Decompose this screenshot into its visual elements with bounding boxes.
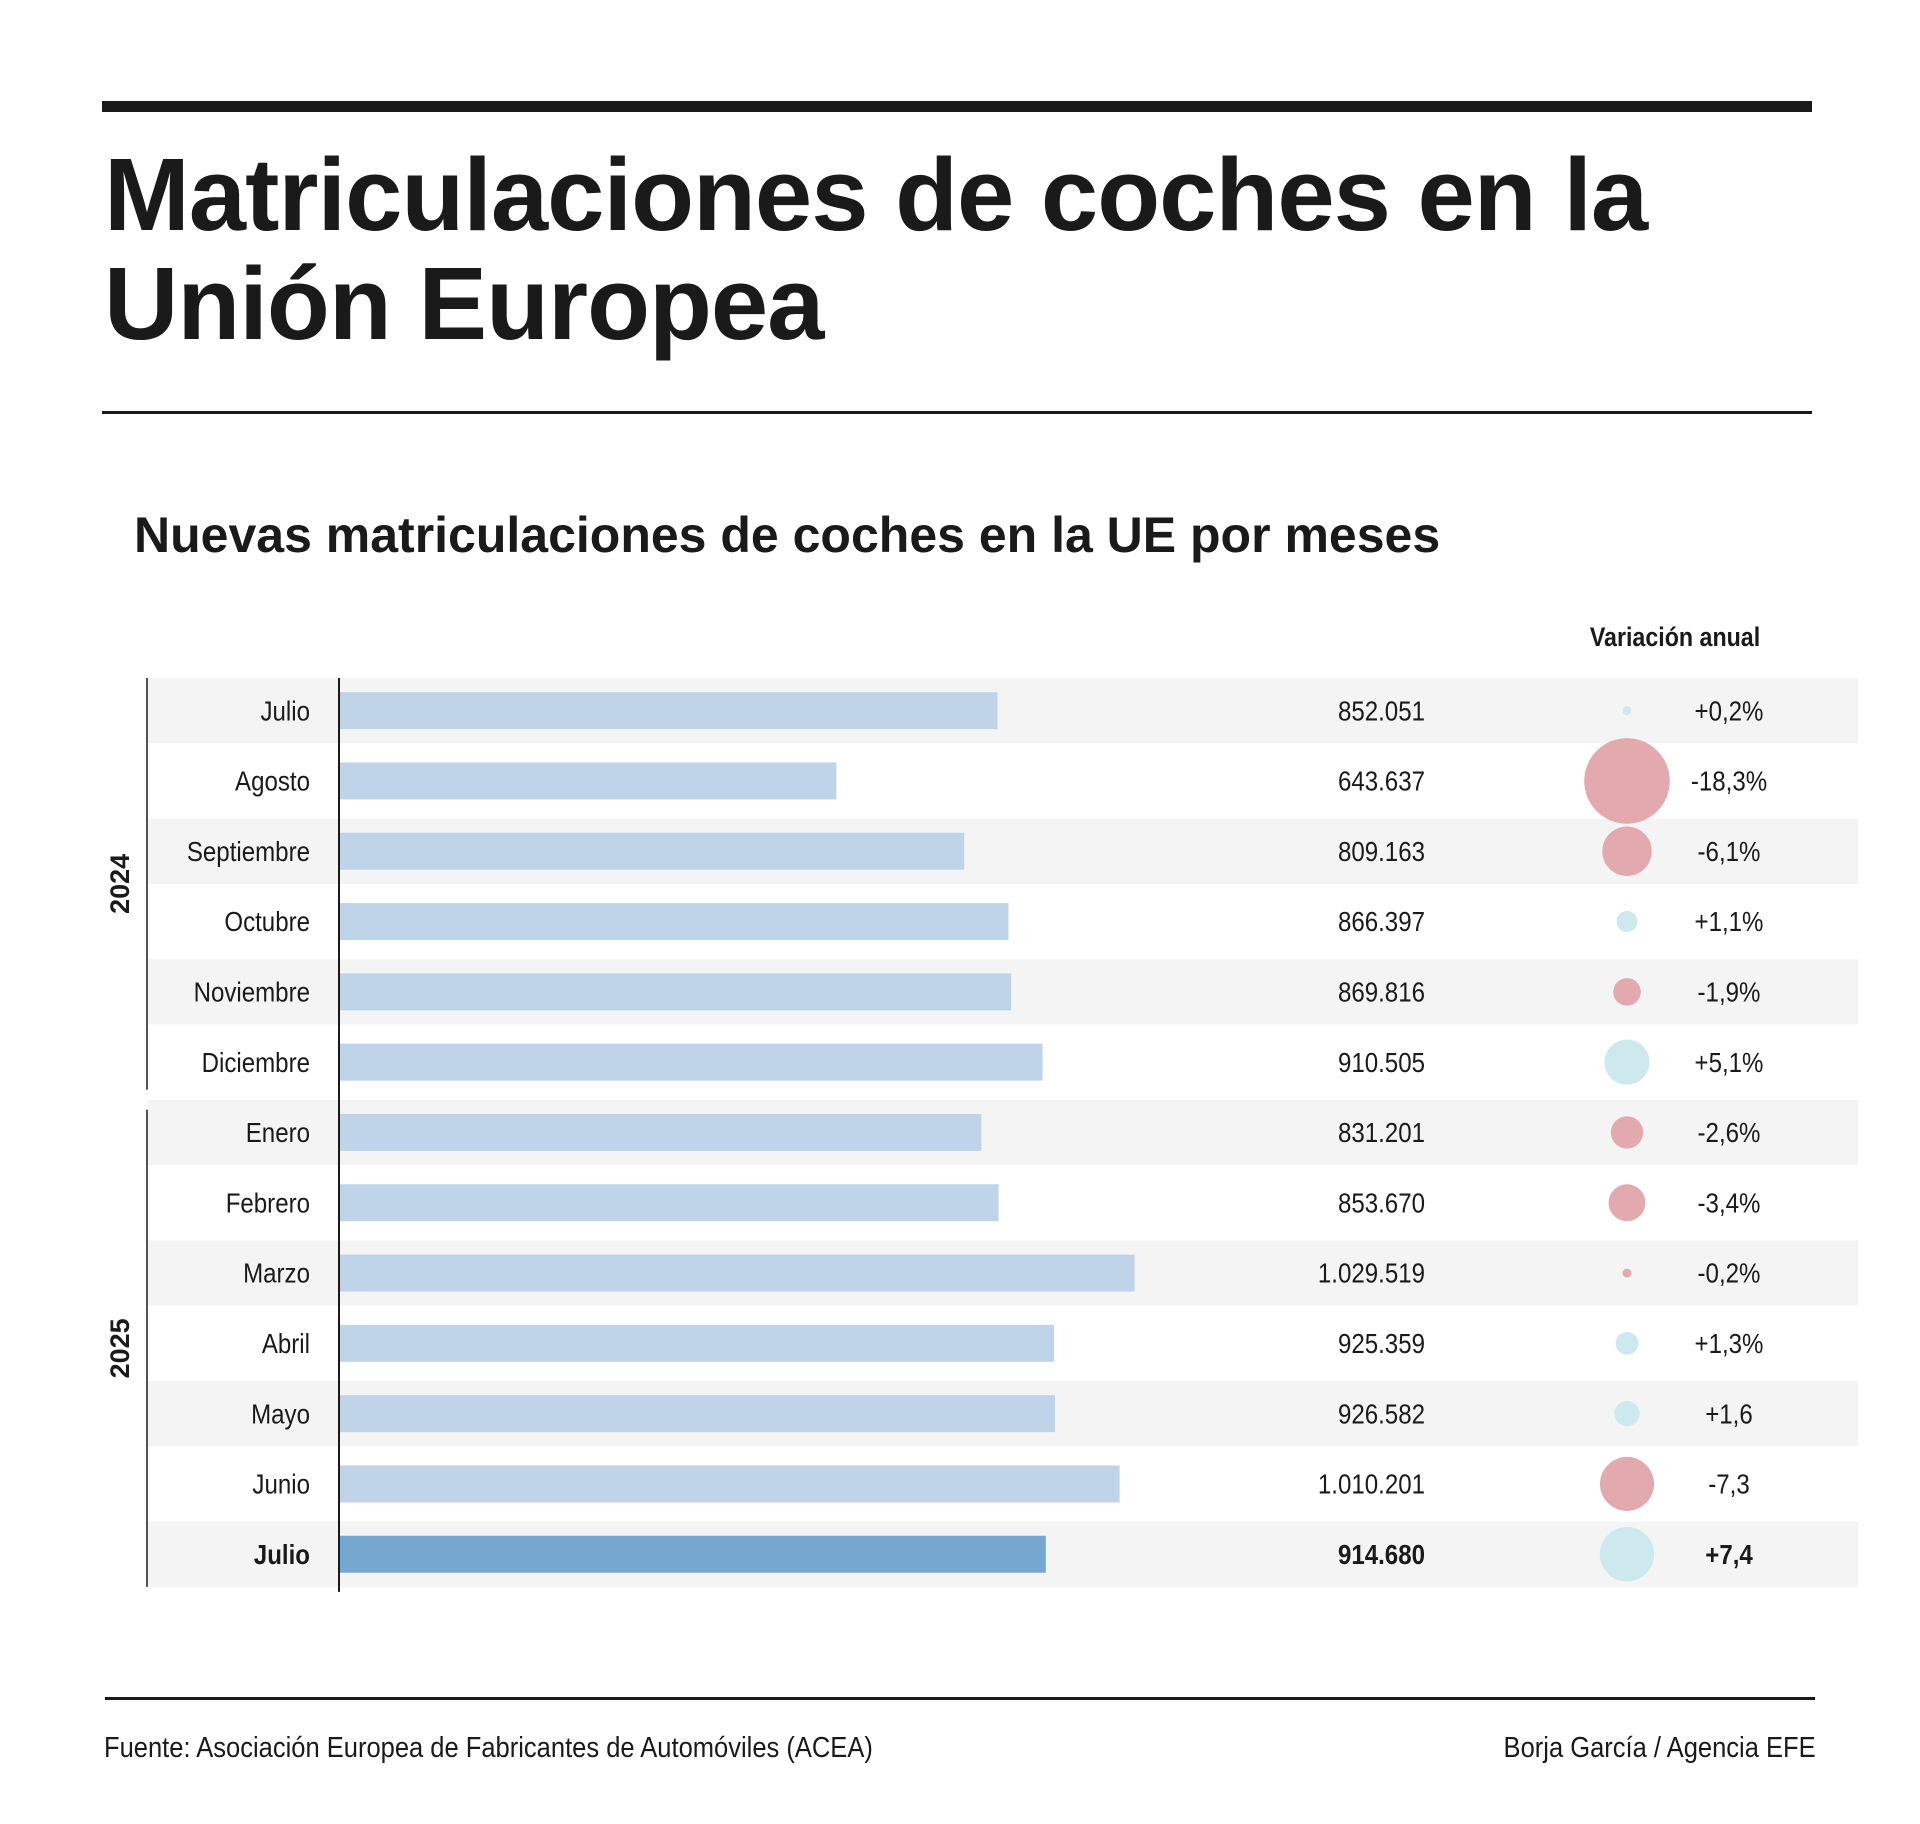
value-label: 914.680 bbox=[1338, 1538, 1425, 1570]
value-label: 1.010.201 bbox=[1318, 1468, 1425, 1500]
value-label: 853.670 bbox=[1338, 1187, 1425, 1219]
value-label: 869.816 bbox=[1338, 976, 1425, 1008]
bar bbox=[339, 1254, 1135, 1292]
year-label: 2025 bbox=[105, 1318, 135, 1378]
variation-circle bbox=[1610, 1116, 1644, 1149]
title-rule bbox=[102, 411, 1812, 414]
variation-label: +1,6 bbox=[1705, 1398, 1753, 1430]
variation-circle bbox=[1599, 1527, 1655, 1582]
variation-circle bbox=[1615, 1331, 1639, 1355]
source-note: Fuente: Asociación Europea de Fabricante… bbox=[104, 1732, 873, 1764]
variation-label: -6,1% bbox=[1698, 835, 1761, 867]
bar bbox=[339, 903, 1009, 941]
month-label: Diciembre bbox=[202, 1046, 310, 1078]
variation-circle bbox=[1622, 706, 1632, 716]
month-label: Septiembre bbox=[187, 835, 310, 867]
bar bbox=[339, 1043, 1043, 1081]
main-title: Matriculaciones de coches en la Unión Eu… bbox=[104, 137, 1648, 362]
variation-label: -0,2% bbox=[1698, 1257, 1761, 1289]
value-label: 809.163 bbox=[1338, 835, 1425, 867]
chart-title: Nuevas matriculaciones de coches en la U… bbox=[134, 507, 1441, 563]
month-label: Abril bbox=[262, 1327, 310, 1359]
bar bbox=[339, 762, 837, 800]
variation-header: Variación anual bbox=[1589, 622, 1761, 652]
variation-label: -3,4% bbox=[1698, 1187, 1761, 1219]
variation-circle bbox=[1622, 1268, 1632, 1278]
value-label: 1.029.519 bbox=[1318, 1257, 1425, 1289]
year-label: 2024 bbox=[105, 854, 135, 914]
value-label: 926.582 bbox=[1338, 1398, 1425, 1430]
variation-circle bbox=[1616, 911, 1638, 933]
variation-circle bbox=[1608, 1184, 1646, 1222]
variation-label: +0,2% bbox=[1695, 695, 1764, 727]
month-label: Febrero bbox=[226, 1187, 310, 1219]
value-label: 925.359 bbox=[1338, 1327, 1425, 1359]
variation-label: -7,3 bbox=[1708, 1468, 1749, 1500]
value-label: 831.201 bbox=[1338, 1116, 1425, 1148]
footer-rule bbox=[105, 1697, 1815, 1700]
bar bbox=[339, 692, 998, 730]
variation-circle bbox=[1584, 738, 1670, 824]
variation-label: -1,9% bbox=[1698, 976, 1761, 1008]
variation-label: +1,1% bbox=[1695, 905, 1764, 937]
bar bbox=[339, 973, 1012, 1011]
bar bbox=[339, 1535, 1046, 1573]
month-label: Mayo bbox=[251, 1398, 310, 1430]
top-rule bbox=[102, 101, 1812, 112]
bar bbox=[339, 1324, 1055, 1362]
variation-label: -18,3% bbox=[1691, 765, 1767, 797]
month-label: Julio bbox=[260, 695, 310, 727]
variation-circle bbox=[1604, 1039, 1650, 1085]
variation-circle bbox=[1599, 1456, 1655, 1511]
month-label: Noviembre bbox=[194, 976, 310, 1008]
value-label: 643.637 bbox=[1338, 765, 1425, 797]
bar bbox=[339, 832, 965, 870]
variation-label: -2,6% bbox=[1698, 1116, 1761, 1148]
variation-circle bbox=[1613, 978, 1641, 1006]
value-label: 852.051 bbox=[1338, 695, 1425, 727]
value-label: 910.505 bbox=[1338, 1046, 1425, 1078]
variation-label: +5,1% bbox=[1695, 1046, 1764, 1078]
month-label: Agosto bbox=[235, 765, 310, 797]
month-label: Marzo bbox=[243, 1257, 310, 1289]
bar bbox=[339, 1184, 999, 1222]
month-label: Enero bbox=[246, 1116, 310, 1148]
variation-circle bbox=[1602, 826, 1652, 876]
bar bbox=[339, 1465, 1120, 1503]
credit-note: Borja García / Agencia EFE bbox=[1503, 1732, 1816, 1764]
value-label: 866.397 bbox=[1338, 905, 1425, 937]
bar bbox=[339, 1113, 982, 1151]
bar bbox=[339, 1395, 1055, 1433]
variation-circle bbox=[1614, 1401, 1640, 1427]
month-label: Julio bbox=[254, 1538, 310, 1570]
month-label: Octubre bbox=[224, 905, 310, 937]
month-label: Junio bbox=[252, 1468, 310, 1500]
bar-chart: Julio 852.051 +0,2% Agosto 643.637 -18,3% Sept… bbox=[105, 678, 1858, 1592]
variation-label: +7,4 bbox=[1705, 1538, 1753, 1570]
variation-label: +1,3% bbox=[1695, 1327, 1764, 1359]
